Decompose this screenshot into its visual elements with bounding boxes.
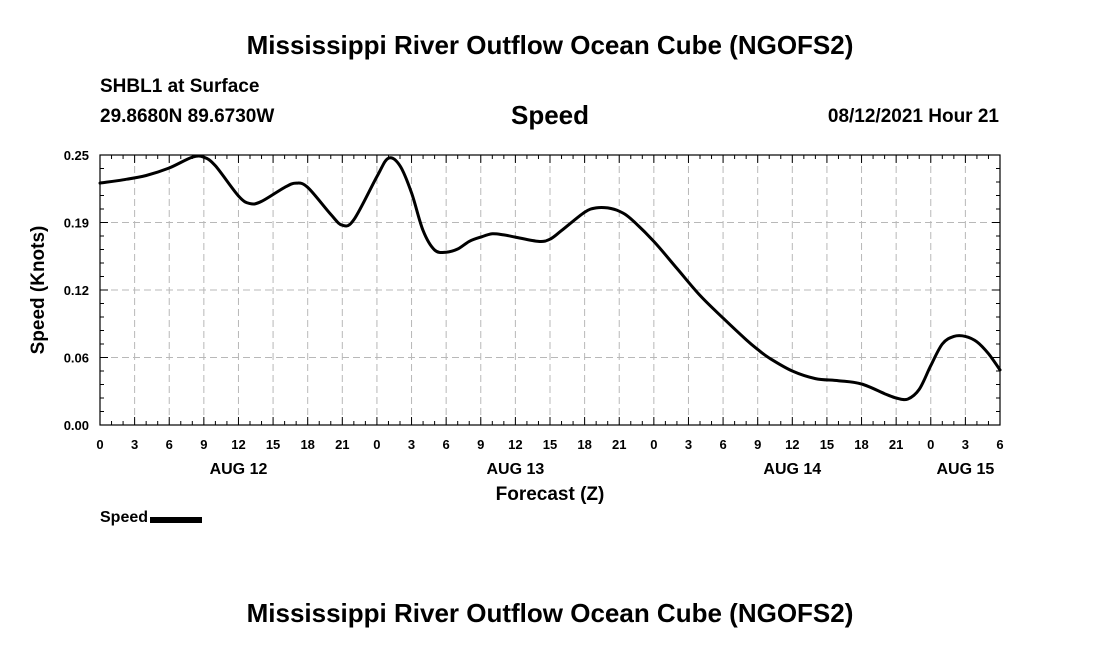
y-tick-label: 0.00 bbox=[64, 418, 89, 433]
x-tick-label: 6 bbox=[996, 437, 1003, 452]
x-tick-label: 15 bbox=[820, 437, 834, 452]
x-tick-label: 3 bbox=[962, 437, 969, 452]
x-tick-label: 0 bbox=[373, 437, 380, 452]
day-label: AUG 13 bbox=[486, 461, 544, 478]
chart-title-bottom: Mississippi River Outflow Ocean Cube (NG… bbox=[246, 598, 854, 628]
tick-labels: 0.00 0.06 0.12 0.19 0.25 0 3 6 9 12 15 18 21 0 3 6 9 12 15… bbox=[64, 148, 1004, 478]
x-tick-label: 15 bbox=[266, 437, 280, 452]
legend-swatch bbox=[150, 516, 203, 523]
plot-frame bbox=[99, 154, 1001, 426]
forecast-timestamp: 08/12/2021 Hour 21 bbox=[827, 106, 999, 127]
x-tick-label: 15 bbox=[543, 437, 557, 452]
day-label: AUG 14 bbox=[763, 461, 821, 478]
x-tick-label: 12 bbox=[785, 437, 799, 452]
x-tick-label: 9 bbox=[200, 437, 207, 452]
y-tick-label: 0.12 bbox=[64, 283, 89, 298]
day-label: AUG 15 bbox=[936, 461, 994, 478]
x-tick-label: 21 bbox=[612, 437, 626, 452]
x-tick-label: 3 bbox=[685, 437, 692, 452]
y-axis-title: Speed (Knots) bbox=[28, 226, 49, 355]
x-tick-label: 3 bbox=[408, 437, 415, 452]
x-tick-label: 6 bbox=[443, 437, 450, 452]
x-tick-label: 18 bbox=[300, 437, 314, 452]
y-tick-label: 0.06 bbox=[64, 351, 89, 366]
y-tick-label: 0.25 bbox=[64, 148, 89, 163]
grid-lines bbox=[100, 155, 1000, 425]
chart-title-top: Mississippi River Outflow Ocean Cube (NG… bbox=[246, 30, 854, 60]
x-tick-label: 12 bbox=[231, 437, 245, 452]
x-tick-label: 0 bbox=[650, 437, 657, 452]
x-tick-label: 0 bbox=[96, 437, 103, 452]
y-tick-label: 0.19 bbox=[64, 216, 89, 231]
x-tick-label: 3 bbox=[131, 437, 138, 452]
legend: Speed bbox=[100, 509, 203, 527]
x-tick-label: 6 bbox=[166, 437, 173, 452]
x-tick-label: 0 bbox=[927, 437, 934, 452]
x-axis-title: Forecast (Z) bbox=[496, 484, 605, 505]
x-tick-label: 18 bbox=[854, 437, 868, 452]
station-label: SHBL1 at Surface bbox=[100, 76, 260, 97]
x-tick-label: 9 bbox=[477, 437, 484, 452]
station-coords: 29.8680N 89.6730W bbox=[100, 106, 275, 127]
series-layer bbox=[98, 154, 1002, 402]
variable-name: Speed bbox=[510, 100, 590, 130]
legend-label: Speed bbox=[100, 509, 149, 526]
speed-series-line bbox=[98, 154, 1002, 402]
x-tick-label: 9 bbox=[754, 437, 761, 452]
x-tick-label: 12 bbox=[508, 437, 522, 452]
day-label: AUG 12 bbox=[210, 461, 268, 478]
x-tick-label: 18 bbox=[577, 437, 591, 452]
x-tick-label: 6 bbox=[719, 437, 726, 452]
x-tick-label: 21 bbox=[335, 437, 349, 452]
x-tick-label: 21 bbox=[889, 437, 903, 452]
